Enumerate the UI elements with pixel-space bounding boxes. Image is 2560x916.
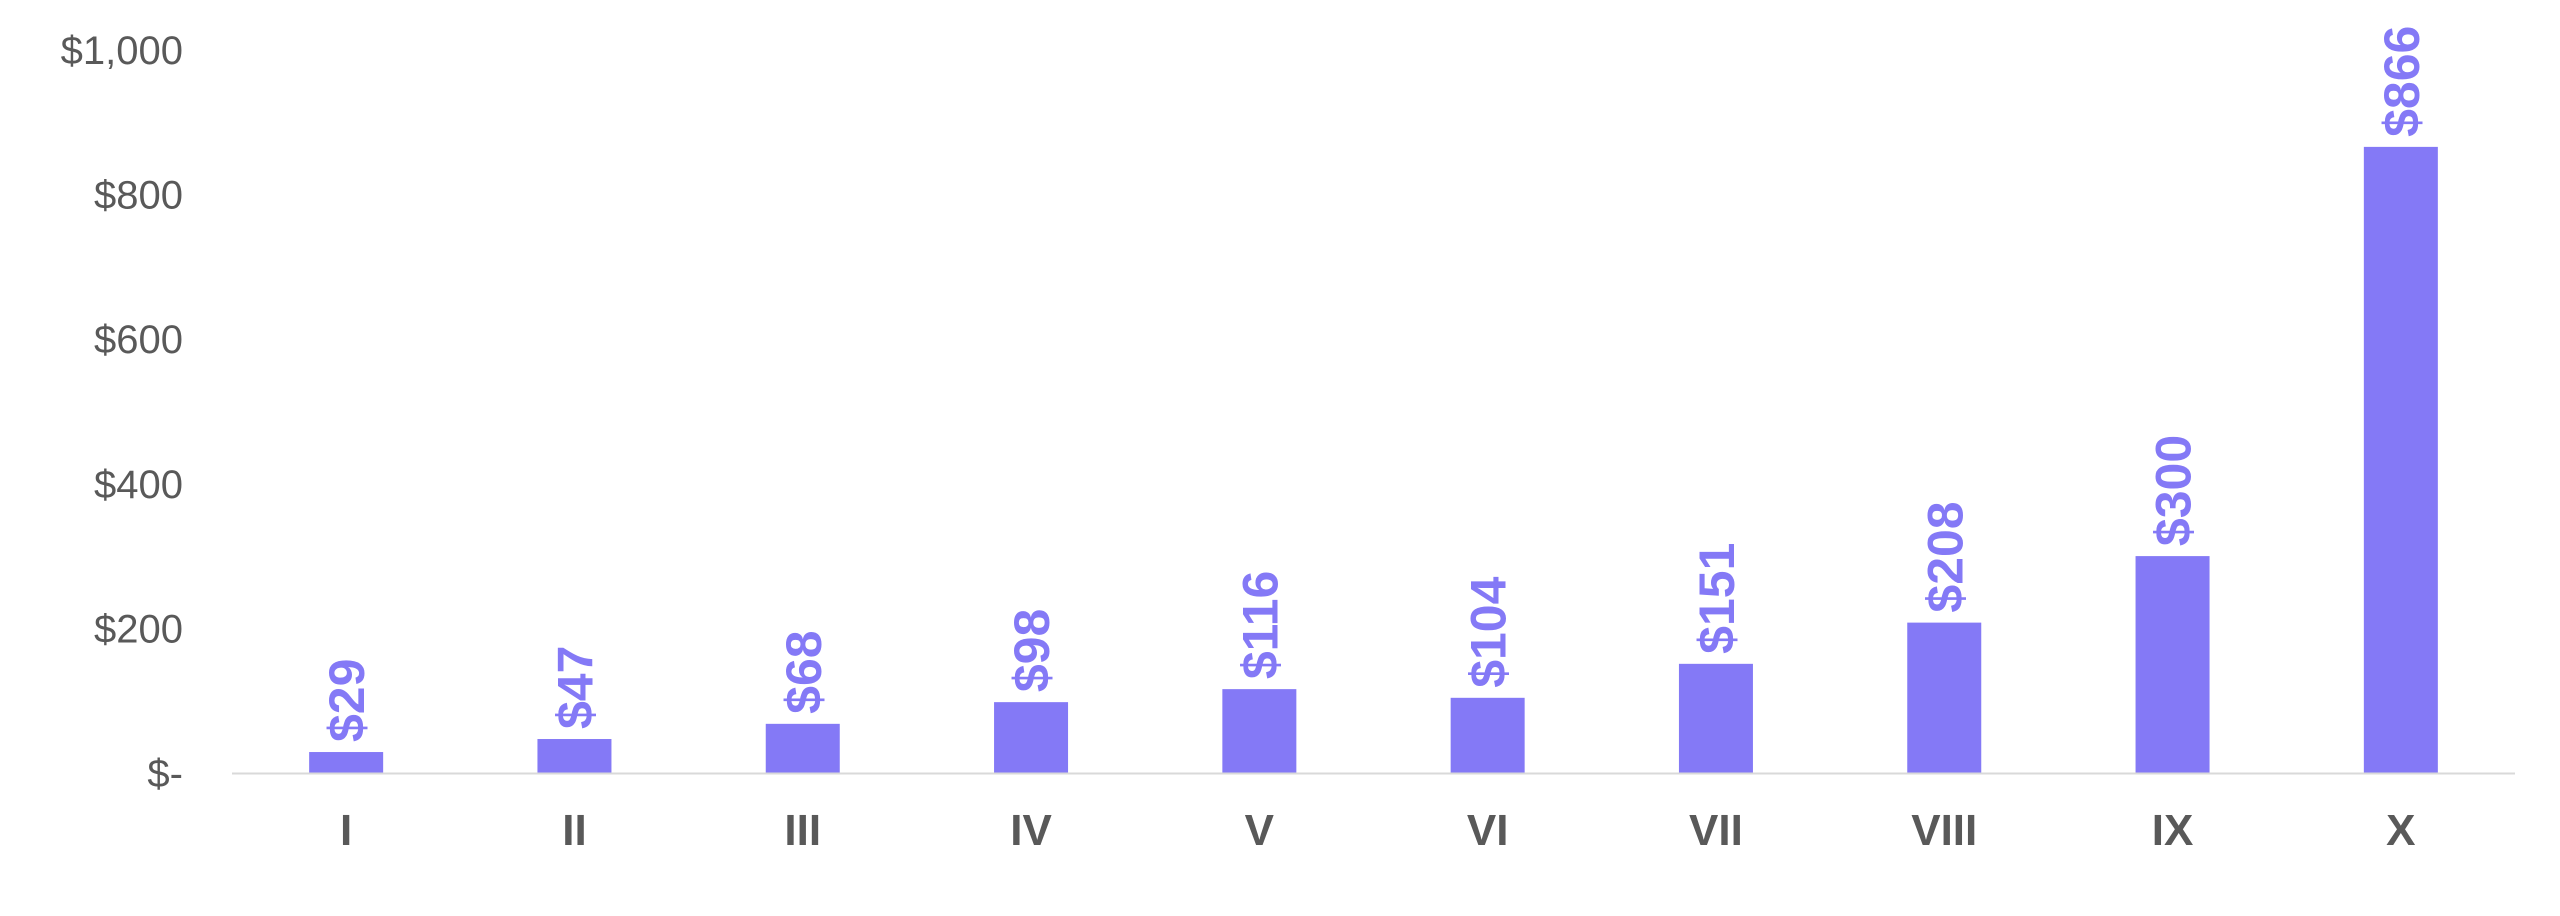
- bar-v: [1222, 689, 1297, 773]
- x-tick-label: V: [1245, 806, 1275, 855]
- data-label: $866: [2374, 26, 2430, 137]
- x-tick-label: IV: [1010, 806, 1052, 855]
- data-label: $208: [1917, 501, 1973, 612]
- x-tick-label: VI: [1467, 806, 1509, 855]
- bar-vi: [1450, 697, 1525, 773]
- bar-vii: [1678, 663, 1753, 773]
- bar-iii: [765, 723, 840, 773]
- bar-viii: [1907, 622, 1982, 773]
- bar-ii: [537, 739, 612, 773]
- x-axis: I II III IV V VI VII VIII IX X: [340, 806, 2415, 855]
- y-tick-label: $800: [94, 174, 183, 218]
- data-label: $68: [776, 630, 832, 713]
- data-label: $116: [1232, 571, 1288, 679]
- bar-x: [2363, 146, 2438, 773]
- y-tick-label: $1,000: [61, 29, 183, 73]
- x-tick-label: III: [784, 806, 821, 855]
- x-tick-label: X: [2386, 806, 2415, 855]
- x-tick-label: I: [340, 806, 352, 855]
- bar-iv: [994, 702, 1069, 773]
- x-tick-label: VII: [1689, 806, 1743, 855]
- data-label: $29: [319, 659, 375, 742]
- y-tick-label: $600: [94, 318, 183, 362]
- data-label: $47: [547, 646, 603, 729]
- y-tick-label: $200: [94, 607, 183, 651]
- y-tick-label: $400: [94, 463, 183, 507]
- data-label: $300: [2146, 435, 2202, 546]
- y-axis: $- $200 $400 $600 $800 $1,000: [61, 29, 183, 796]
- data-label: $151: [1689, 543, 1745, 654]
- x-tick-label: IX: [2152, 806, 2194, 855]
- x-tick-label: II: [562, 806, 586, 855]
- data-labels: $29 $47 $68 $98 $116 $104 $151 $208 $300 $866: [319, 26, 2430, 742]
- bars: [309, 146, 2438, 773]
- data-label: $104: [1461, 576, 1517, 687]
- data-label: $98: [1004, 609, 1060, 692]
- bar-ix: [2135, 556, 2210, 773]
- x-tick-label: VIII: [1911, 806, 1977, 855]
- bar-i: [309, 752, 384, 773]
- y-tick-label: $-: [147, 752, 183, 796]
